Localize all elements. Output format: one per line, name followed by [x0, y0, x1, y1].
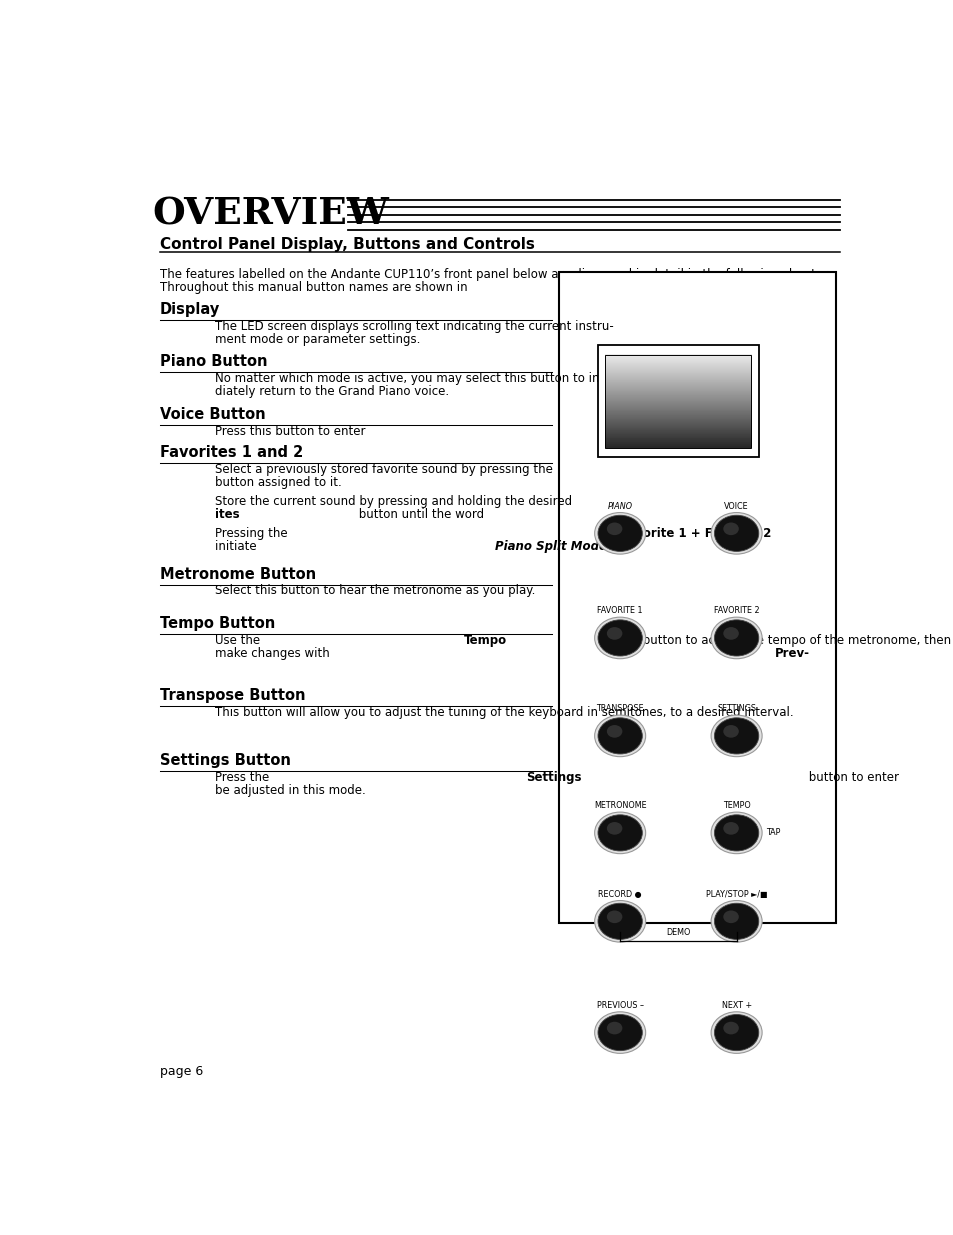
- Text: Prev-: Prev-: [775, 647, 809, 659]
- Text: Tempo: Tempo: [464, 634, 507, 647]
- Ellipse shape: [710, 813, 761, 853]
- Text: Use the: Use the: [215, 634, 264, 647]
- Text: Control Panel Display, Buttons and Controls: Control Panel Display, Buttons and Contr…: [160, 237, 535, 252]
- Ellipse shape: [710, 900, 761, 942]
- Text: Favorites 1 and 2: Favorites 1 and 2: [160, 445, 303, 459]
- Text: Display: Display: [160, 303, 220, 317]
- Ellipse shape: [710, 513, 761, 555]
- Text: button to access the tempo of the metronome, then: button to access the tempo of the metron…: [638, 634, 950, 647]
- Ellipse shape: [606, 627, 621, 640]
- Text: Piano Split Mode: Piano Split Mode: [495, 540, 607, 553]
- Text: Settings Button: Settings Button: [160, 753, 291, 768]
- Ellipse shape: [598, 903, 641, 940]
- Text: The features labelled on the Andante CUP110’s front panel below are discussed in: The features labelled on the Andante CUP…: [160, 268, 837, 282]
- Ellipse shape: [714, 1014, 758, 1051]
- Ellipse shape: [594, 900, 645, 942]
- Text: ment mode or parameter settings.: ment mode or parameter settings.: [215, 333, 420, 346]
- Ellipse shape: [594, 715, 645, 757]
- Ellipse shape: [598, 718, 641, 753]
- Text: ites: ites: [215, 508, 240, 521]
- Text: Pressing the: Pressing the: [215, 527, 292, 540]
- Ellipse shape: [722, 627, 738, 640]
- Ellipse shape: [606, 725, 621, 737]
- Text: FAVORITE 2: FAVORITE 2: [713, 606, 759, 615]
- Text: or: or: [948, 647, 953, 659]
- FancyBboxPatch shape: [598, 345, 758, 457]
- Text: PREVIOUS –: PREVIOUS –: [596, 1002, 643, 1010]
- Text: Select this button to hear the metronome as you play.: Select this button to hear the metronome…: [215, 584, 536, 597]
- Text: DEMO: DEMO: [665, 929, 690, 937]
- Text: Tempo Button: Tempo Button: [160, 616, 274, 631]
- Ellipse shape: [710, 618, 761, 658]
- Ellipse shape: [598, 1014, 641, 1051]
- Text: button assigned to it.: button assigned to it.: [215, 475, 342, 489]
- Text: Select a previously stored favorite sound by pressing the: Select a previously stored favorite soun…: [215, 463, 557, 475]
- Ellipse shape: [722, 725, 738, 737]
- Ellipse shape: [714, 620, 758, 656]
- Text: NEXT +: NEXT +: [720, 1002, 751, 1010]
- Text: No matter which mode is active, you may select this button to imme-: No matter which mode is active, you may …: [215, 372, 626, 384]
- Ellipse shape: [722, 522, 738, 535]
- Text: Settings: Settings: [526, 771, 581, 784]
- Ellipse shape: [714, 903, 758, 940]
- Ellipse shape: [714, 718, 758, 753]
- Text: Piano Button: Piano Button: [160, 353, 267, 368]
- Text: Store the current sound by pressing and holding the desired: Store the current sound by pressing and …: [215, 495, 576, 508]
- FancyBboxPatch shape: [558, 272, 836, 924]
- Text: diately return to the Grand Piano voice.: diately return to the Grand Piano voice.: [215, 384, 449, 398]
- Text: Transpose Button: Transpose Button: [160, 688, 305, 704]
- Text: TRANSPOSE: TRANSPOSE: [596, 704, 643, 714]
- Text: page 6: page 6: [160, 1066, 203, 1078]
- Text: Favorite 1 + Favorite 2: Favorite 1 + Favorite 2: [619, 527, 770, 540]
- Ellipse shape: [714, 815, 758, 851]
- Ellipse shape: [714, 515, 758, 551]
- Ellipse shape: [606, 522, 621, 535]
- Text: Metronome Button: Metronome Button: [160, 567, 315, 582]
- Text: initiate: initiate: [215, 540, 260, 553]
- Text: be adjusted in this mode.: be adjusted in this mode.: [215, 784, 366, 797]
- Text: button to enter: button to enter: [804, 771, 902, 784]
- Text: VOICE: VOICE: [723, 501, 748, 511]
- Text: SETTINGS: SETTINGS: [717, 704, 756, 714]
- Text: OVERVIEW: OVERVIEW: [152, 196, 389, 232]
- Ellipse shape: [594, 618, 645, 658]
- Text: button until the word: button until the word: [355, 508, 487, 521]
- Ellipse shape: [722, 910, 738, 923]
- Text: Press the: Press the: [215, 771, 274, 784]
- Ellipse shape: [710, 715, 761, 757]
- Ellipse shape: [594, 1011, 645, 1053]
- Ellipse shape: [598, 815, 641, 851]
- Ellipse shape: [710, 1011, 761, 1053]
- Ellipse shape: [722, 1021, 738, 1035]
- Ellipse shape: [606, 823, 621, 835]
- Text: TEMPO: TEMPO: [722, 802, 750, 810]
- Text: Throughout this manual button names are shown in: Throughout this manual button names are …: [160, 282, 471, 294]
- Ellipse shape: [594, 513, 645, 555]
- Text: PIANO: PIANO: [607, 501, 632, 511]
- Ellipse shape: [598, 515, 641, 551]
- Text: Voice Button: Voice Button: [160, 406, 265, 422]
- Text: PLAY/STOP ►/■: PLAY/STOP ►/■: [705, 889, 766, 899]
- Text: FAVORITE 1: FAVORITE 1: [597, 606, 642, 615]
- Ellipse shape: [606, 910, 621, 923]
- Ellipse shape: [594, 813, 645, 853]
- Text: METRONOME: METRONOME: [593, 802, 646, 810]
- Text: TAP: TAP: [766, 829, 781, 837]
- Ellipse shape: [722, 823, 738, 835]
- Text: make changes with: make changes with: [215, 647, 334, 659]
- Ellipse shape: [598, 620, 641, 656]
- Text: This button will allow you to adjust the tuning of the keyboard in semitones, to: This button will allow you to adjust the…: [215, 706, 793, 720]
- Text: RECORD ●: RECORD ●: [598, 889, 641, 899]
- Text: Press this button to enter: Press this button to enter: [215, 425, 369, 438]
- Ellipse shape: [606, 1021, 621, 1035]
- Text: The LED screen displays scrolling text indicating the current instru-: The LED screen displays scrolling text i…: [215, 320, 614, 333]
